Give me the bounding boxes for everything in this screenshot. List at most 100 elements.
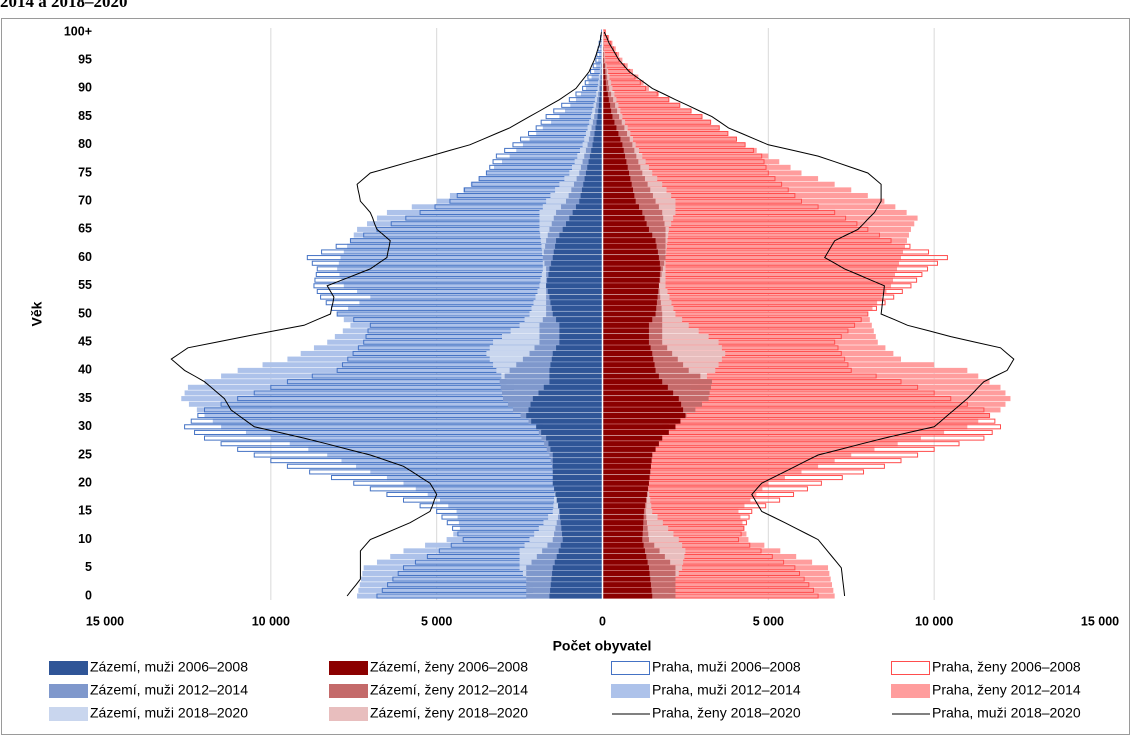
bar	[553, 249, 603, 255]
bar	[359, 582, 603, 588]
y-tick-label: 30	[78, 419, 92, 433]
bar	[602, 334, 876, 340]
legend-label: Praha, ženy 2018–2020	[652, 705, 801, 721]
bar	[602, 181, 632, 187]
bar	[602, 458, 652, 464]
legend-swatch	[49, 707, 88, 721]
bar	[370, 294, 603, 300]
bar	[457, 514, 603, 520]
bar	[602, 362, 655, 368]
bar	[181, 396, 603, 402]
bar	[602, 570, 650, 576]
bar	[552, 255, 603, 261]
bar	[602, 91, 608, 97]
bar	[602, 187, 634, 193]
bar	[602, 288, 659, 294]
y-tick-label: 65	[78, 222, 92, 236]
legend-swatch	[329, 684, 368, 698]
bar	[602, 300, 878, 306]
bar	[300, 350, 603, 357]
bar	[600, 85, 603, 91]
bar	[602, 136, 737, 142]
bar	[602, 480, 769, 486]
bar	[602, 593, 835, 599]
bar	[546, 283, 603, 289]
bar	[541, 429, 603, 435]
legend-label: Zázemí, muži 2012–2014	[90, 682, 248, 698]
bar	[602, 57, 623, 63]
bar	[602, 576, 651, 582]
bar	[602, 108, 692, 114]
bar	[390, 553, 603, 560]
bar	[602, 587, 652, 593]
bar	[289, 441, 603, 447]
bar	[602, 221, 647, 227]
x-tick-label: 15 000	[86, 614, 124, 628]
bar	[602, 125, 617, 131]
bar	[560, 542, 603, 548]
bar	[602, 119, 711, 125]
bar	[453, 531, 603, 537]
bar	[478, 176, 603, 182]
bar	[427, 491, 603, 498]
bar	[196, 407, 603, 413]
bar	[598, 57, 603, 63]
bar	[602, 429, 669, 435]
bar	[602, 570, 830, 576]
bar	[602, 418, 979, 424]
bar	[596, 119, 603, 125]
bar	[556, 553, 603, 560]
bar	[602, 147, 757, 153]
bar	[602, 565, 829, 571]
bar	[549, 373, 603, 379]
bar	[357, 593, 603, 599]
bar	[560, 514, 603, 520]
bar	[547, 277, 603, 283]
bar	[516, 147, 603, 153]
bar	[334, 334, 603, 340]
bar	[356, 463, 603, 469]
bar	[602, 209, 907, 216]
bar	[602, 260, 900, 266]
bar	[528, 407, 603, 413]
bar	[556, 497, 603, 503]
bar	[602, 204, 896, 210]
bar	[602, 294, 882, 300]
bar	[583, 181, 603, 187]
bar	[602, 283, 892, 289]
bar	[559, 328, 603, 334]
bar	[350, 238, 603, 244]
bar	[551, 305, 603, 311]
bar	[602, 373, 979, 379]
bar	[532, 396, 603, 402]
bar	[602, 63, 628, 69]
bar	[184, 390, 603, 396]
y-tick-label: 55	[78, 278, 92, 292]
bar	[602, 198, 885, 204]
bar	[602, 238, 656, 244]
y-tick-label: 75	[78, 165, 92, 179]
bar	[602, 255, 901, 261]
bar	[602, 412, 686, 419]
y-tick-label: 0	[85, 588, 92, 602]
bar	[602, 232, 909, 238]
bar	[602, 271, 660, 278]
bar	[602, 435, 663, 441]
bar	[459, 525, 603, 531]
bar	[552, 469, 603, 475]
bar	[602, 582, 833, 588]
bar	[602, 491, 647, 498]
bar	[188, 401, 603, 407]
bar	[585, 170, 603, 176]
bar	[550, 587, 603, 593]
bar	[359, 300, 603, 306]
bar	[602, 407, 684, 413]
bar	[602, 328, 649, 334]
bar	[602, 384, 1001, 390]
bar	[602, 458, 835, 464]
bar	[602, 170, 802, 176]
bar	[343, 249, 603, 255]
bar	[559, 339, 603, 345]
bar	[602, 508, 644, 514]
bar	[602, 102, 611, 108]
